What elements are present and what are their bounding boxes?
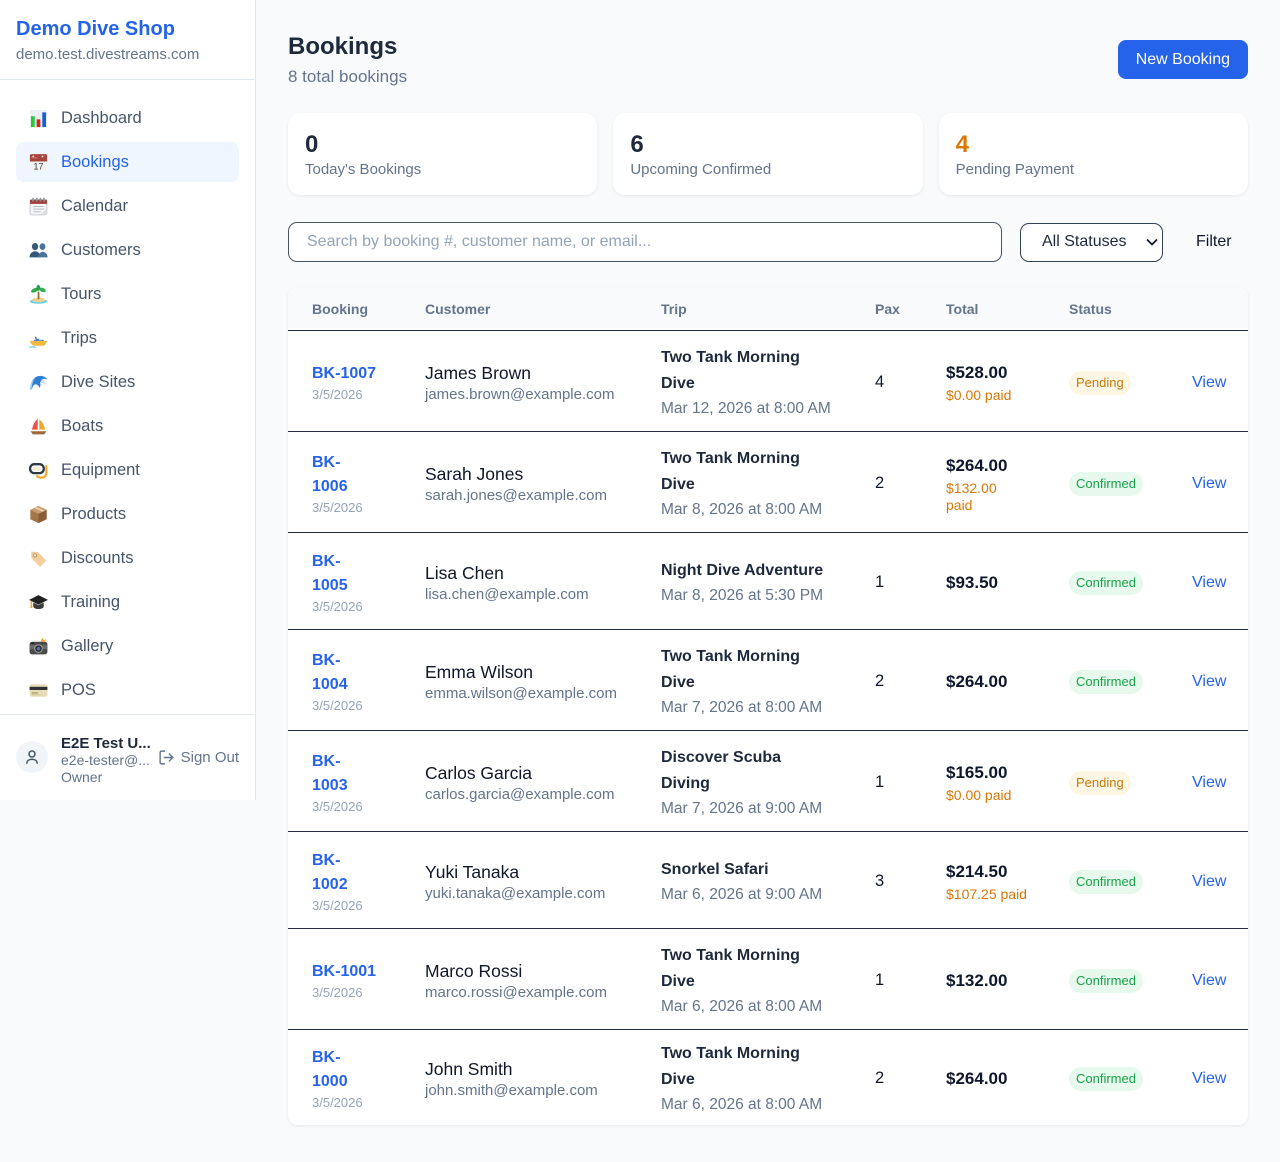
svg-text:17: 17: [34, 161, 44, 171]
